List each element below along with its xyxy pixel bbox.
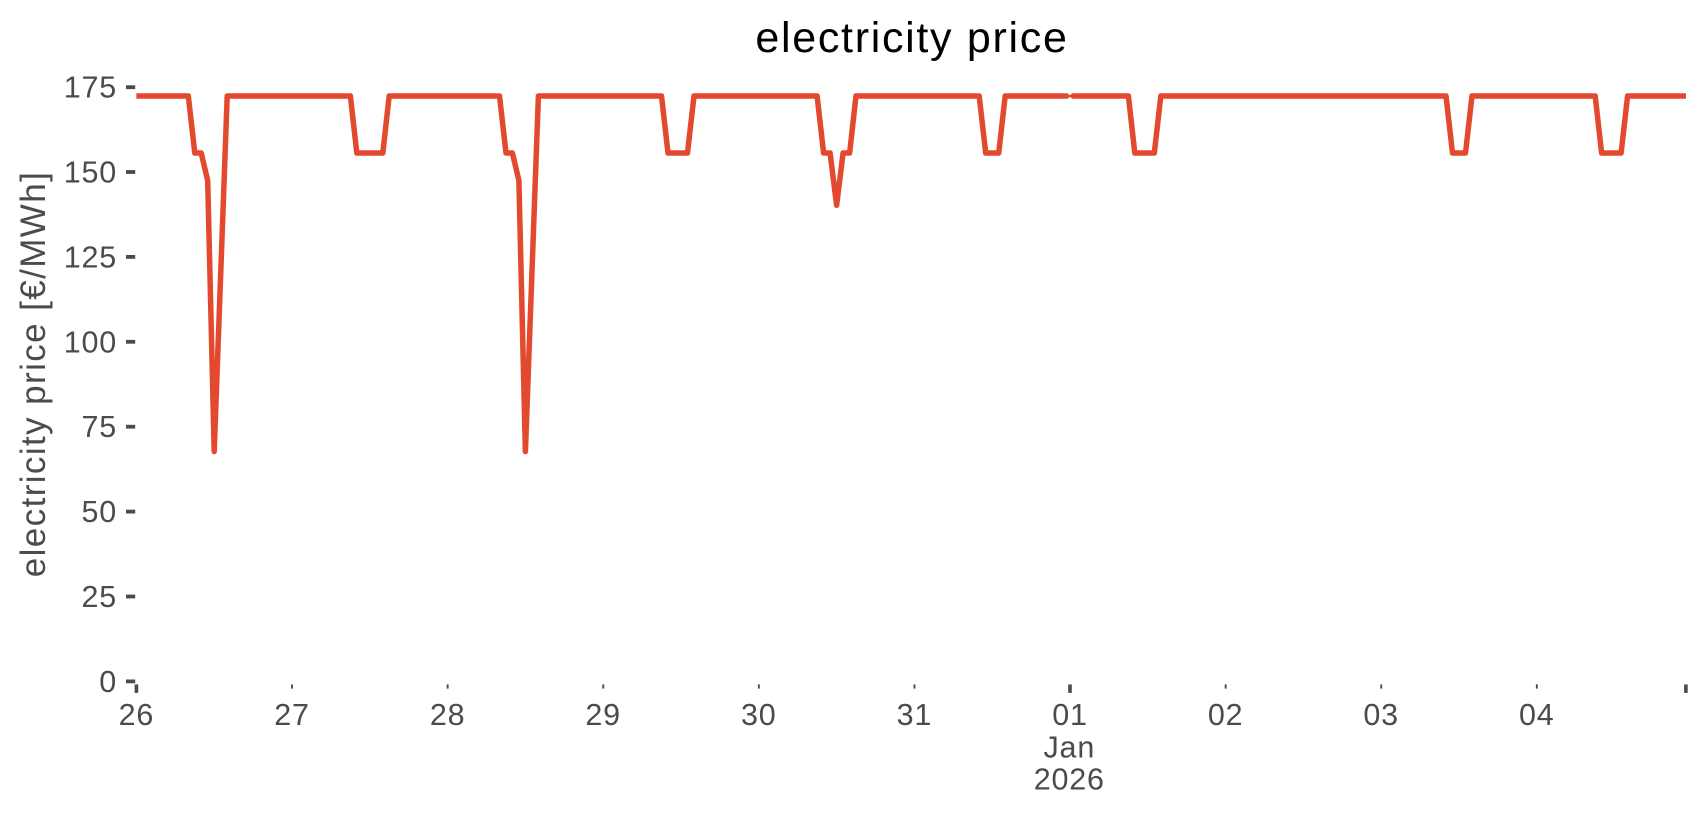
svg-text:50: 50 [81,495,117,529]
svg-text:03: 03 [1363,698,1399,732]
svg-text:0: 0 [99,665,117,699]
svg-text:electricity price [€/MWh]: electricity price [€/MWh] [14,171,53,577]
svg-text:2026: 2026 [1034,763,1105,797]
svg-text:electricity price: electricity price [755,14,1068,62]
svg-text:31: 31 [897,698,933,732]
svg-text:28: 28 [430,698,466,732]
svg-text:01: 01 [1052,698,1088,732]
svg-text:125: 125 [64,240,117,274]
svg-text:Jan: Jan [1044,730,1096,764]
svg-text:100: 100 [64,325,117,359]
svg-text:30: 30 [741,698,777,732]
svg-text:75: 75 [81,410,117,444]
svg-text:150: 150 [64,156,117,190]
svg-text:26: 26 [119,698,155,732]
svg-text:04: 04 [1519,698,1555,732]
svg-text:02: 02 [1208,698,1244,732]
svg-text:25: 25 [81,580,117,614]
svg-text:175: 175 [64,71,117,105]
svg-text:27: 27 [274,698,310,732]
svg-text:29: 29 [585,698,621,732]
